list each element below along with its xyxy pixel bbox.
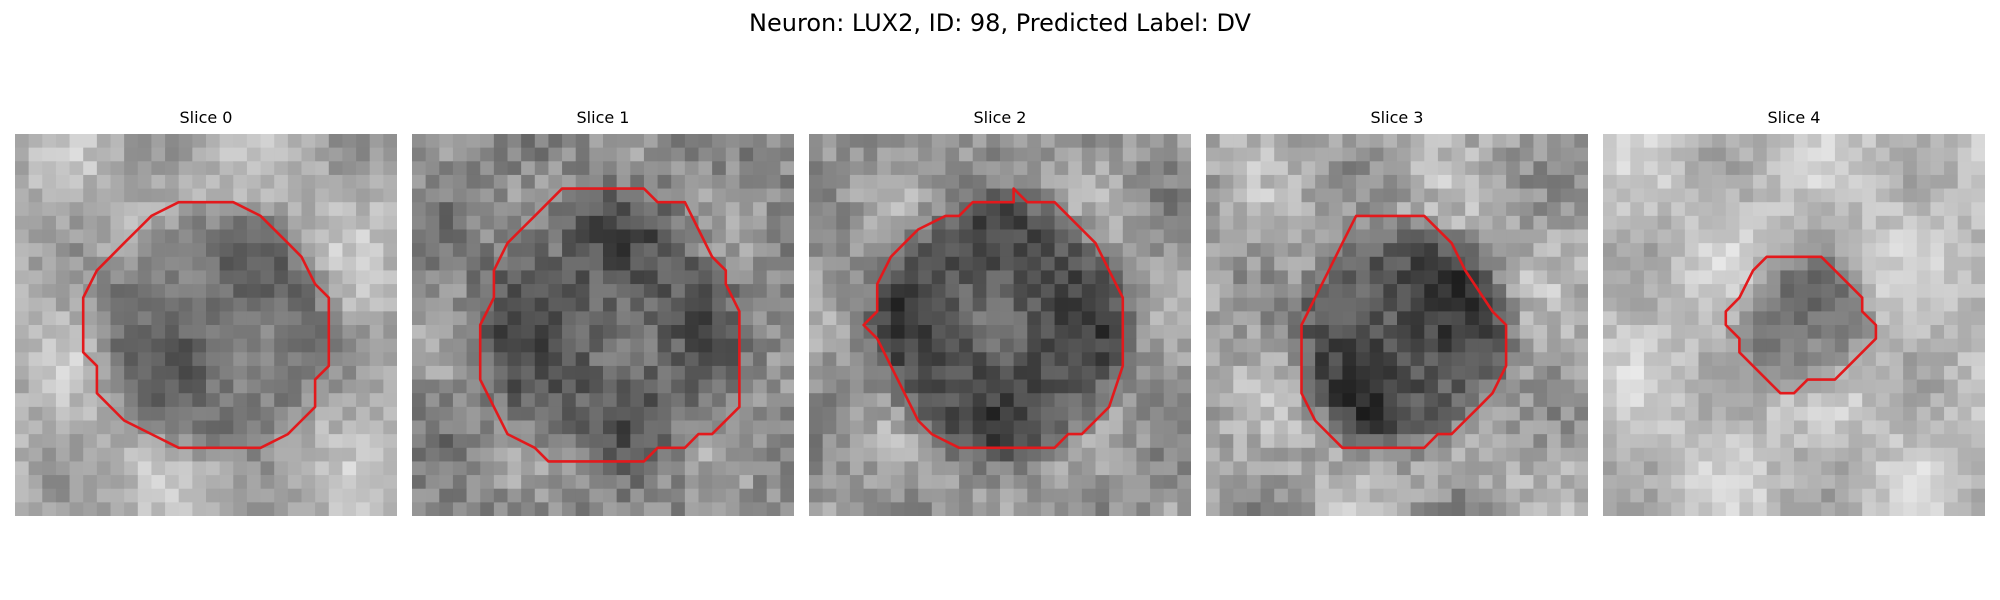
- slice-title-4: Slice 4: [1767, 108, 1821, 127]
- roi-contour-4: [1724, 255, 1878, 395]
- slice-panel-1: Slice 1: [412, 108, 794, 516]
- slice-title-3: Slice 3: [1370, 108, 1424, 127]
- roi-contour-0: [81, 200, 331, 450]
- slice-panel-4: Slice 4: [1603, 108, 1985, 516]
- slice-title-0: Slice 0: [179, 108, 233, 127]
- slice-image-4: [1603, 134, 1985, 516]
- roi-contour-3: [1300, 214, 1508, 450]
- figure-title: Neuron: LUX2, ID: 98, Predicted Label: D…: [749, 9, 1251, 37]
- slice-panel-2: Slice 2: [809, 108, 1191, 516]
- slice-image-2: [809, 134, 1191, 516]
- roi-contour-1: [478, 187, 741, 463]
- slice-image-0: [15, 134, 397, 516]
- slice-image-1: [412, 134, 794, 516]
- slice-title-1: Slice 1: [576, 108, 630, 127]
- slice-panel-3: Slice 3: [1206, 108, 1588, 516]
- slice-title-2: Slice 2: [973, 108, 1027, 127]
- roi-contour-2: [862, 187, 1125, 450]
- slice-image-3: [1206, 134, 1588, 516]
- slice-panel-0: Slice 0: [15, 108, 397, 516]
